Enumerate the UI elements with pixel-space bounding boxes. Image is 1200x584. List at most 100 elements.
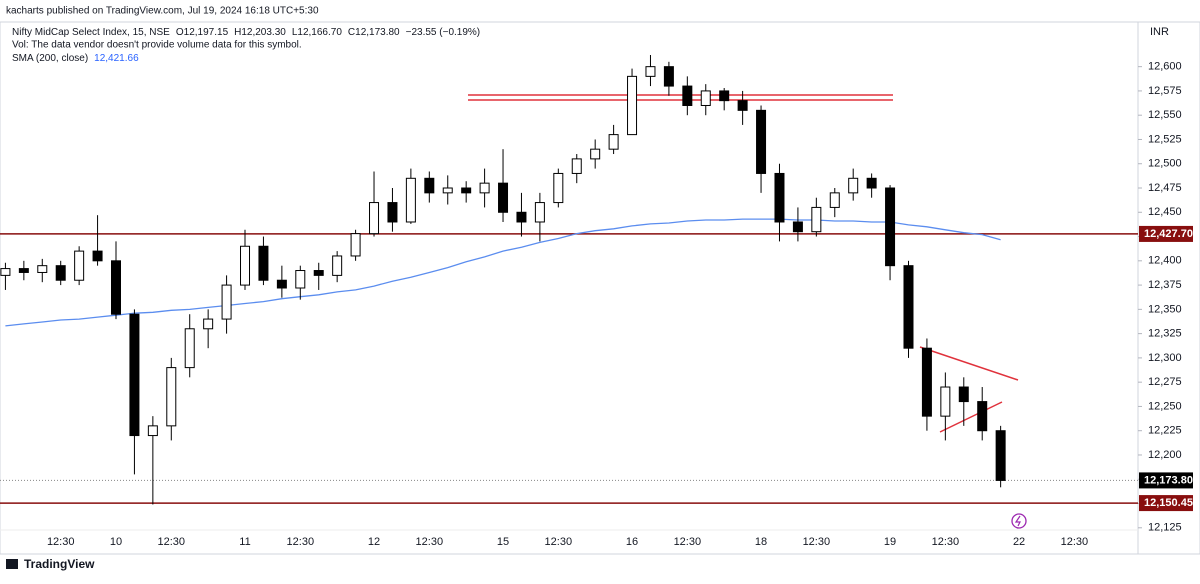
candle-body [387,202,398,223]
candle-body [332,255,343,276]
x-tick-label: 12:30 [803,536,831,548]
y-tick-label: 12,200 [1148,449,1182,461]
x-tick-label: 12:30 [932,536,960,548]
y-tick-label: 12,450 [1148,206,1182,218]
x-tick-label: 19 [884,536,896,548]
y-tick-label: 12,300 [1148,352,1182,364]
candle-body [663,66,674,87]
x-tick-label: 12:30 [158,536,186,548]
symbol: Nifty MidCap Select Index, 15, NSE O12,19… [12,27,480,38]
sma-line [5,218,1001,327]
y-tick-label: 12,375 [1148,279,1182,291]
candle-body [792,221,803,233]
y-tick-label: 12,600 [1148,61,1182,73]
candle-body [608,134,619,150]
x-tick-label: 22 [1013,536,1025,548]
candle-body [74,250,85,281]
candle-body [627,75,638,136]
candle-body [55,265,66,281]
candle-body [37,265,48,273]
candle-body [645,66,656,77]
candle-body [756,109,767,174]
candle-body [737,100,748,111]
x-tick-label: 12:30 [1061,536,1089,548]
candle-body [166,367,177,427]
candle-body [369,202,380,235]
y-tick-label: 12,250 [1148,400,1182,412]
y-tick-label: 12,225 [1148,425,1182,437]
y-tick-label: 12,325 [1148,328,1182,340]
candle-body [774,172,785,223]
candle-body [866,177,877,189]
level-label: 12,150.45 [1144,497,1193,509]
last-price-label: 12,173.80 [1144,474,1193,486]
frame [0,21,1200,555]
drawing-line [939,401,1003,433]
x-tick-label: 12 [368,536,380,548]
volume-note: Vol: The data vendor doesn't provide vol… [12,40,302,51]
y-tick-label: 12,475 [1148,182,1182,194]
x-tick-label: 18 [755,536,767,548]
candle-body [921,347,932,417]
candle-body [682,85,693,106]
y-tick-label: 12,125 [1148,522,1182,534]
candle-body [111,260,121,315]
candle-body [719,90,730,102]
candle-body [295,270,306,289]
drawing-line [919,346,1019,381]
candle-body [258,245,269,281]
event-icon-glyph [1014,515,1021,527]
candle-body [442,187,453,194]
y-tick-label: 12,525 [1148,133,1182,145]
candle-body [313,270,324,276]
x-tick-label: 16 [626,536,638,548]
footer-brand: TradingView [24,557,95,571]
candle-body [977,401,988,432]
x-tick-label: 12:30 [416,536,444,548]
currency: INR [1150,26,1169,38]
candle-body [147,425,158,437]
candle-body [534,202,545,223]
y-tick-label: 12,275 [1148,376,1182,388]
last-price-tag [1139,472,1193,489]
event-icon[interactable] [1011,513,1027,529]
candle-body [350,233,361,257]
x-tick-label: 15 [497,536,509,548]
candle-body [829,192,840,208]
x-tick-label: 10 [110,536,122,548]
y-tick-label: 12,350 [1148,303,1182,315]
candle-body [184,328,195,369]
level-tag [1139,225,1193,242]
sma-legend: SMA (200, close) 12,421.66 [12,53,139,64]
candle-body [885,187,896,267]
candle-body [590,148,601,160]
candle-body [92,250,103,262]
x-tick-label: 12:30 [674,536,702,548]
logo [6,559,18,569]
candle-body [203,318,214,330]
candle-body [129,313,140,437]
candle-body [18,268,29,273]
candle-body [903,265,914,349]
candle-body [276,279,287,289]
x-tick-label: 12:30 [545,536,573,548]
published-note: kacharts published on TradingView.com, J… [6,6,319,17]
candle-body [958,386,969,403]
candle-body [498,182,509,213]
y-tick-label: 12,500 [1148,158,1182,170]
x-tick-label: 12:30 [47,536,75,548]
x-tick-label: 12:30 [287,536,315,548]
candle-body [0,268,11,276]
x-tick-label: 11 [239,536,250,548]
plot [0,55,1138,505]
level-tag [1139,495,1193,512]
y-tick-label: 12,550 [1148,109,1182,121]
candle-body [405,177,416,223]
level-label: 12,427.70 [1144,228,1193,240]
candle-body [553,172,564,204]
candle-body [848,177,859,194]
y-tick-label: 12,575 [1148,85,1182,97]
candle-body [221,284,232,320]
candle-body [479,182,490,194]
